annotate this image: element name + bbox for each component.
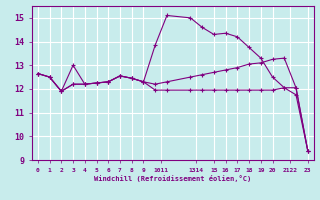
X-axis label: Windchill (Refroidissement éolien,°C): Windchill (Refroidissement éolien,°C) [94,175,252,182]
